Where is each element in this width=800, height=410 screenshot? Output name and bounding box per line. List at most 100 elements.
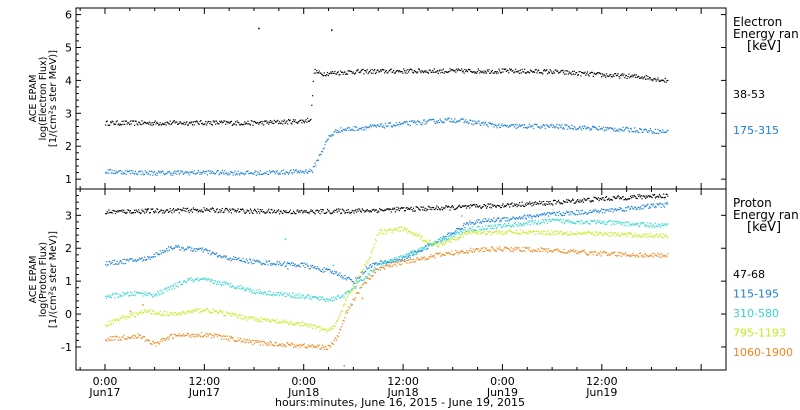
data-point	[628, 206, 630, 208]
data-point	[561, 221, 563, 223]
data-point	[646, 236, 648, 238]
data-point	[557, 127, 559, 129]
data-point	[288, 344, 290, 346]
data-point	[295, 266, 297, 268]
data-point	[601, 208, 603, 210]
data-point	[361, 270, 363, 272]
data-point	[623, 224, 625, 226]
data-point	[563, 128, 565, 130]
data-point	[402, 230, 404, 232]
data-point	[237, 121, 239, 124]
data-point	[317, 268, 319, 270]
data-point	[134, 173, 136, 175]
data-point	[394, 260, 396, 262]
data-point	[167, 287, 170, 289]
data-point	[166, 121, 168, 123]
data-point	[510, 226, 512, 228]
data-point	[600, 210, 602, 212]
data-point	[535, 215, 537, 217]
data-point	[203, 171, 205, 173]
data-point	[484, 228, 486, 230]
data-point	[288, 322, 290, 324]
data-point	[657, 225, 659, 227]
data-point	[154, 174, 156, 176]
data-point	[222, 121, 224, 123]
data-point	[461, 231, 463, 233]
data-point	[644, 78, 647, 80]
data-point	[289, 343, 291, 345]
data-point	[191, 333, 194, 335]
data-point	[198, 333, 200, 335]
data-point	[236, 287, 238, 289]
data-point	[325, 328, 327, 330]
data-point	[286, 322, 288, 324]
data-point	[360, 128, 362, 130]
data-point	[125, 212, 127, 214]
data-point	[422, 257, 425, 259]
data-point	[643, 222, 645, 224]
data-point	[284, 319, 286, 321]
data-point	[550, 70, 552, 72]
data-point	[384, 127, 386, 129]
data-point	[188, 246, 190, 249]
legend-entry: 47-68	[733, 268, 765, 281]
data-point	[119, 293, 121, 296]
data-point	[211, 207, 213, 209]
data-point	[591, 231, 594, 233]
legend-title-line: Energy ran	[733, 27, 799, 41]
data-point	[373, 271, 375, 273]
data-point	[239, 260, 242, 262]
data-point	[489, 231, 491, 233]
data-point	[521, 201, 523, 203]
data-point	[405, 70, 407, 72]
data-point	[280, 344, 282, 346]
data-point	[608, 210, 610, 212]
data-point	[648, 236, 650, 238]
data-point	[416, 72, 418, 74]
data-point	[391, 231, 393, 233]
data-point	[288, 212, 290, 214]
data-point	[235, 121, 237, 123]
data-point	[665, 225, 667, 227]
data-point	[145, 122, 147, 124]
data-point	[367, 267, 369, 270]
data-point	[197, 308, 199, 310]
data-point	[357, 68, 359, 71]
data-point	[454, 231, 456, 233]
data-point	[366, 277, 368, 279]
data-point	[167, 314, 169, 316]
data-point	[431, 208, 433, 211]
data-point	[422, 70, 424, 72]
data-point	[572, 213, 574, 215]
data-point	[409, 124, 411, 127]
data-point	[339, 208, 341, 210]
data-point	[110, 323, 112, 326]
data-point	[220, 335, 222, 337]
data-point	[259, 209, 261, 211]
data-point	[366, 209, 368, 211]
data-point	[596, 211, 598, 213]
data-point	[528, 201, 531, 203]
data-point	[516, 206, 518, 208]
data-point	[659, 202, 661, 204]
data-point	[289, 170, 291, 172]
data-point	[495, 206, 497, 208]
data-point	[472, 222, 474, 224]
data-point	[342, 276, 344, 278]
data-point	[581, 233, 583, 235]
data-point	[189, 277, 191, 279]
data-point	[541, 72, 543, 74]
data-point	[562, 232, 564, 234]
data-point	[241, 287, 243, 289]
data-point	[590, 128, 592, 130]
data-point	[195, 310, 197, 312]
data-point	[471, 123, 473, 125]
data-point	[239, 337, 242, 340]
data-point	[262, 121, 264, 123]
data-point	[370, 269, 372, 272]
data-point	[605, 232, 608, 235]
data-point	[126, 316, 128, 318]
data-point	[172, 337, 174, 339]
data-point	[206, 278, 208, 280]
data-point	[331, 342, 333, 344]
